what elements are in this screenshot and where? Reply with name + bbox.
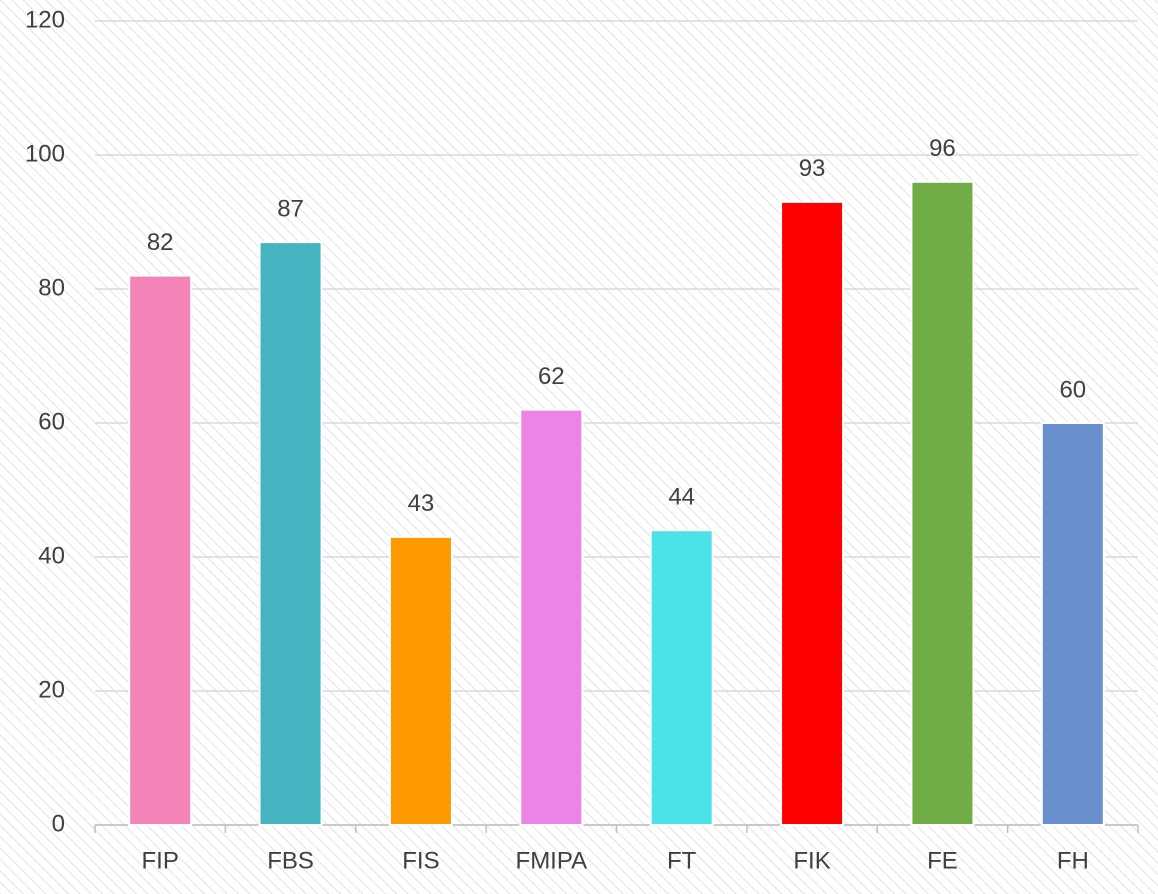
- x-tick-label: FT: [667, 847, 697, 874]
- x-tick-label: FH: [1057, 847, 1089, 874]
- y-tick-label: 0: [52, 810, 65, 837]
- y-tick-label: 60: [38, 408, 65, 435]
- data-label: 87: [277, 195, 304, 222]
- y-tick-label: 40: [38, 542, 65, 569]
- y-tick-label: 20: [38, 676, 65, 703]
- bar: [780, 200, 845, 826]
- y-tick-label: 100: [25, 140, 65, 167]
- data-label: 93: [799, 155, 826, 182]
- bar: [128, 274, 193, 827]
- data-label: 44: [668, 484, 695, 511]
- data-label: 62: [538, 363, 565, 390]
- bar: [258, 241, 323, 827]
- bar: [388, 535, 453, 827]
- x-tick-label: FIS: [402, 847, 439, 874]
- data-label: 43: [408, 490, 435, 517]
- data-label: 82: [147, 229, 174, 256]
- bar: [910, 180, 975, 827]
- x-tick-label: FMIPA: [516, 847, 588, 874]
- x-tick-label: FBS: [267, 847, 314, 874]
- x-tick-label: FE: [927, 847, 958, 874]
- data-label: 96: [929, 135, 956, 162]
- bar: [519, 408, 584, 826]
- x-tick-label: FIP: [142, 847, 179, 874]
- y-tick-label: 120: [25, 6, 65, 33]
- data-label: 60: [1059, 376, 1086, 403]
- x-tick-label: FIK: [793, 847, 830, 874]
- bar: [1040, 422, 1105, 826]
- y-tick-label: 80: [38, 274, 65, 301]
- bar: [649, 529, 714, 826]
